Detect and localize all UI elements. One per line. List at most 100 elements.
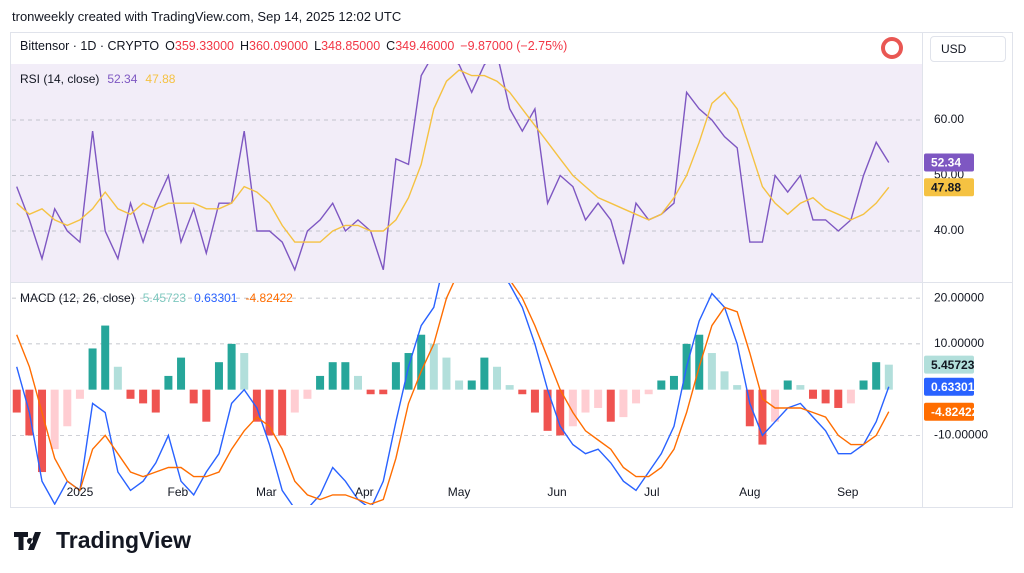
legend-value: -4.82422 — [245, 291, 293, 305]
histogram-bar — [316, 375, 325, 390]
value-box — [924, 355, 974, 374]
ohlc: O359.33000 H360.09000 L348.85000 C349.46000 — [165, 39, 454, 53]
rsi-band — [11, 64, 922, 282]
logo: TradingView — [14, 527, 191, 554]
histogram-bar — [240, 353, 249, 390]
chart-frame — [10, 32, 1013, 508]
ohlc-value: 348.85000 — [321, 39, 381, 53]
ohlc-item: H360.09000 — [240, 39, 308, 53]
histogram-bar — [164, 375, 173, 390]
histogram-bar — [581, 389, 590, 413]
histogram-bar — [657, 380, 666, 390]
x-tick-label: Jul — [644, 485, 659, 499]
histogram-bar — [429, 343, 438, 390]
histogram-bar — [720, 371, 729, 390]
histogram-bar — [202, 389, 211, 422]
x-tick-label: 2025 — [67, 485, 94, 499]
legend: RSI (14, close) 52.34 47.88 — [20, 72, 176, 86]
histogram-bar — [88, 348, 97, 390]
x-tick-label: Sep — [837, 485, 859, 499]
histogram-bar — [455, 380, 464, 390]
histogram-bar — [467, 380, 476, 390]
value-box — [924, 402, 974, 421]
logo-text: TradingView — [56, 527, 192, 553]
histogram-bar — [303, 389, 312, 399]
histogram-bar — [214, 362, 223, 390]
histogram-bar — [543, 389, 552, 431]
histogram-bar — [556, 389, 565, 436]
x-tick-label: Apr — [355, 485, 374, 499]
histogram-bar — [50, 389, 59, 450]
histogram-bar — [379, 389, 388, 395]
histogram-bar — [834, 389, 843, 408]
histogram-bar — [265, 389, 274, 436]
histogram-bar — [12, 389, 21, 413]
histogram-bar — [796, 385, 805, 390]
y-tick-label: 40.00 — [934, 223, 964, 237]
histogram-bar — [290, 389, 299, 413]
currency-button[interactable]: USD — [930, 36, 1006, 62]
plot — [12, 283, 922, 505]
legend-value: 47.88 — [145, 72, 175, 86]
histogram-bar — [75, 389, 84, 399]
histogram-bar — [808, 389, 817, 399]
plot — [12, 64, 922, 272]
x-tick-label: May — [448, 485, 471, 499]
x-tick-label: Mar — [256, 485, 277, 499]
histogram-bar — [151, 389, 160, 413]
ohlc-label: H — [240, 39, 250, 53]
value-box-label: 52.34 — [931, 156, 961, 170]
ohlc-item: L348.85000 — [314, 39, 380, 53]
histogram-bar — [366, 389, 375, 395]
histogram-bar — [758, 389, 767, 445]
histogram-bar — [353, 375, 362, 390]
histogram-bar — [505, 385, 514, 390]
ohlc-label: L — [314, 39, 322, 53]
histogram-bar — [404, 353, 413, 390]
y-tick-label: -10.00000 — [934, 428, 988, 442]
histogram-bar — [606, 389, 615, 422]
ohlc-value: 360.09000 — [249, 39, 309, 53]
y-tick-label: 10.00000 — [934, 336, 984, 350]
histogram-bar — [632, 389, 641, 404]
histogram-bar — [707, 353, 716, 390]
histogram-bar — [442, 357, 451, 390]
ohlc-value: 349.46000 — [395, 39, 455, 53]
histogram-bar — [227, 343, 236, 390]
series-line — [16, 64, 890, 272]
value-box — [924, 153, 974, 172]
histogram-bar — [113, 366, 122, 390]
histogram-bar — [669, 375, 678, 390]
histogram-bar — [252, 389, 261, 422]
value-box-label: 5.45723 — [931, 358, 975, 372]
histogram-bar — [846, 389, 855, 404]
histogram-bar — [189, 389, 198, 404]
value-box-label: 47.88 — [931, 180, 961, 194]
histogram-bar — [771, 389, 780, 422]
symbol-row: Bittensor · 1D · CRYPTO O359.33000 H360.0… — [20, 39, 567, 53]
logo-icon — [14, 531, 41, 550]
legend-value: 5.45723 — [143, 291, 187, 305]
histogram-bar — [177, 357, 186, 390]
histogram-bar — [594, 389, 603, 408]
x-tick-label: Jun — [547, 485, 566, 499]
legend-title: MACD (12, 26, close) — [20, 291, 135, 305]
ohlc-item: O359.33000 — [165, 39, 234, 53]
ohlc-label: C — [386, 39, 396, 53]
histogram-bar — [783, 380, 792, 390]
histogram-bar — [328, 362, 337, 390]
legend-value: 52.34 — [107, 72, 137, 86]
histogram-bar — [518, 389, 527, 395]
histogram-bar — [417, 334, 426, 390]
change: −9.87000 (−2.75%) — [460, 39, 568, 53]
series-line — [16, 283, 890, 505]
flag-icon-inner — [885, 41, 899, 55]
symbol: Bittensor · 1D · CRYPTO — [20, 39, 160, 53]
histogram-bar — [733, 385, 742, 390]
histogram-bar — [63, 389, 72, 427]
histogram-bar — [568, 389, 577, 427]
x-tick-label: Feb — [168, 485, 189, 499]
histogram-bar — [745, 389, 754, 427]
